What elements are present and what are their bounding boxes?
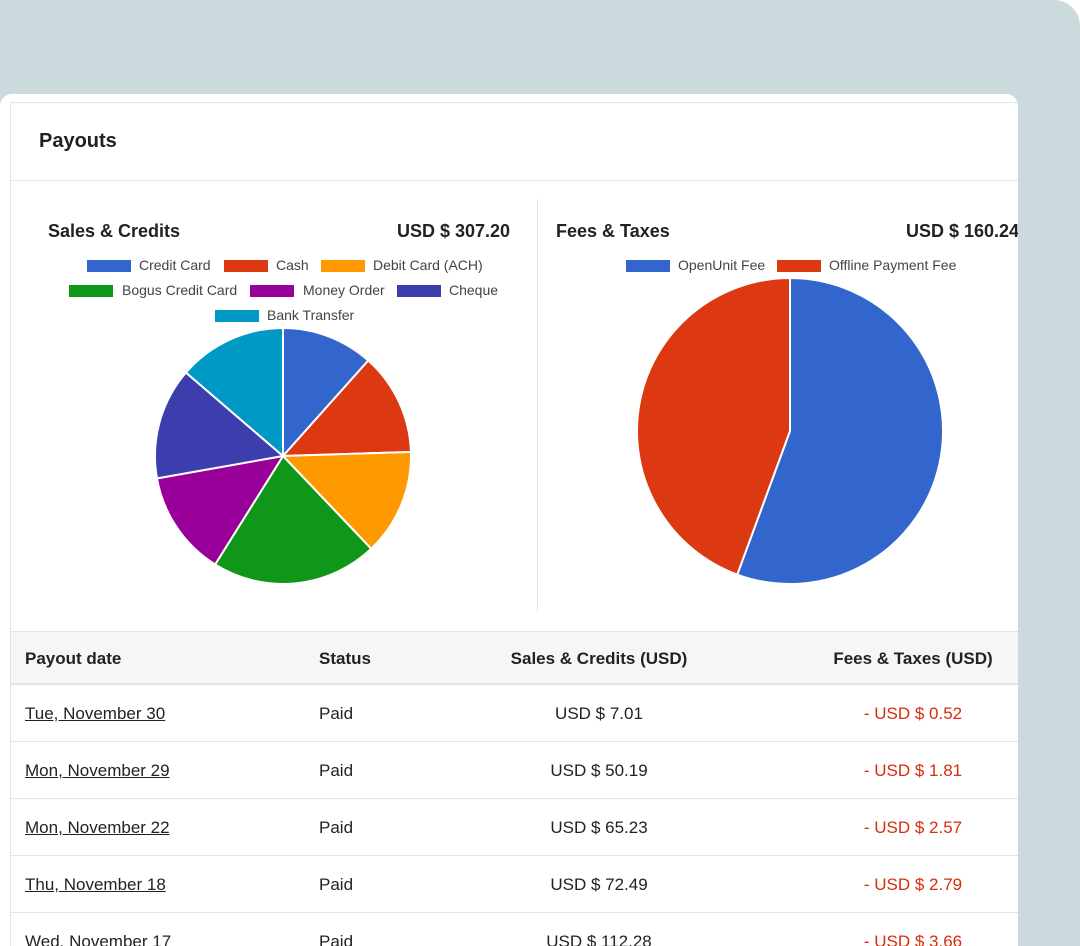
legend-swatch-bogus-credit-card [69, 285, 113, 297]
pie-slice-bank-transfer[interactable] [184, 326, 284, 459]
sales-chart-total: USD $ 307.20 [397, 221, 511, 241]
pie-slice-money-order[interactable] [155, 454, 286, 566]
pie-slice-openunit-fee[interactable] [735, 276, 944, 585]
column-header-payout-date[interactable]: Payout date [25, 649, 122, 668]
sales-cell: USD $ 65.23 [550, 818, 648, 837]
legend-swatch-cash [224, 260, 268, 272]
table-row: Tue, November 30 Paid USD $ 7.01 - USD $… [11, 685, 1018, 742]
card-header: Payouts [11, 103, 1018, 181]
fees-cell: - USD $ 2.57 [863, 818, 963, 837]
status-cell: Paid [319, 761, 354, 780]
fees-cell: - USD $ 1.81 [863, 761, 963, 780]
table-header-row: Payout date Status Sales & Credits (USD)… [11, 631, 1018, 685]
column-header-sales-credits[interactable]: Sales & Credits (USD) [510, 649, 688, 668]
legend-label-debit-card: Debit Card (ACH) [373, 257, 483, 273]
legend-label-offline-payment-fee: Offline Payment Fee [829, 257, 957, 273]
legend-swatch-debit-card [321, 260, 365, 272]
legend-swatch-offline-payment-fee [777, 260, 821, 272]
payout-date-link[interactable]: Thu, November 18 [25, 875, 166, 894]
legend-label-credit-card: Credit Card [139, 257, 211, 273]
table-row: Thu, November 18 Paid USD $ 72.49 - USD … [11, 856, 1018, 913]
fees-cell: - USD $ 3.66 [863, 932, 963, 946]
status-cell: Paid [319, 932, 354, 946]
card-title: Payouts [39, 130, 117, 152]
legend-swatch-money-order [250, 285, 294, 297]
legend-label-money-order: Money Order [303, 282, 385, 298]
fees-chart-title: Fees & Taxes [556, 221, 670, 241]
sales-cell: USD $ 112.28 [546, 932, 652, 946]
pie-slice-cheque[interactable] [154, 371, 286, 480]
legend-label-cash: Cash [276, 257, 309, 273]
pie-slice-debit-card-ach[interactable] [280, 450, 412, 551]
table-row: Mon, November 22 Paid USD $ 65.23 - USD … [11, 799, 1018, 856]
payouts-card: Payouts Sales & Credits USD $ 307.20 Cre… [0, 94, 1018, 946]
sales-cell: USD $ 72.49 [550, 875, 648, 894]
pie-slice-offline-payment-fee[interactable] [636, 276, 791, 576]
payouts-table: Payout date Status Sales & Credits (USD)… [11, 631, 1018, 946]
fees-cell: - USD $ 2.79 [863, 875, 963, 894]
payout-date-link[interactable]: Tue, November 30 [25, 704, 166, 723]
legend-label-bogus-credit-card: Bogus Credit Card [122, 282, 238, 298]
payout-date-link[interactable]: Wed, November 17 [25, 932, 172, 946]
pie-slice-credit-card[interactable] [282, 326, 370, 459]
legend-label-openunit-fee: OpenUnit Fee [678, 257, 766, 273]
legend-swatch-openunit-fee [626, 260, 670, 272]
sales-cell: USD $ 7.01 [555, 704, 643, 723]
status-cell: Paid [319, 704, 354, 723]
column-header-status[interactable]: Status [319, 649, 371, 668]
charts-divider [537, 199, 538, 611]
legend-swatch-cheque [397, 285, 441, 297]
sales-cell: USD $ 50.19 [550, 761, 648, 780]
fees-chart-total: USD $ 160.24 [906, 221, 1018, 241]
payouts-card-body: Payouts Sales & Credits USD $ 307.20 Cre… [10, 102, 1018, 946]
payout-date-link[interactable]: Mon, November 29 [25, 761, 170, 780]
fees-cell: - USD $ 0.52 [863, 704, 963, 723]
charts-section: Sales & Credits USD $ 307.20 Credit Card… [11, 181, 1018, 631]
pie-slice-cash[interactable] [280, 359, 412, 458]
legend-swatch-credit-card [87, 260, 131, 272]
legend-label-cheque: Cheque [449, 282, 499, 298]
table-row: Wed, November 17 Paid USD $ 112.28 - USD… [11, 913, 1018, 946]
sales-chart-title: Sales & Credits [48, 221, 181, 241]
legend-swatch-bank-transfer [215, 310, 259, 322]
sales-pie-chart [154, 326, 412, 585]
status-cell: Paid [319, 875, 354, 894]
legend-label-bank-transfer: Bank Transfer [267, 307, 355, 323]
fees-pie-chart [636, 276, 944, 585]
payout-date-link[interactable]: Mon, November 22 [25, 818, 170, 837]
status-cell: Paid [319, 818, 354, 837]
table-row: Mon, November 29 Paid USD $ 50.19 - USD … [11, 742, 1018, 799]
column-header-fees-taxes[interactable]: Fees & Taxes (USD) [833, 649, 993, 668]
pie-slice-bogus-credit-card[interactable] [213, 454, 373, 585]
